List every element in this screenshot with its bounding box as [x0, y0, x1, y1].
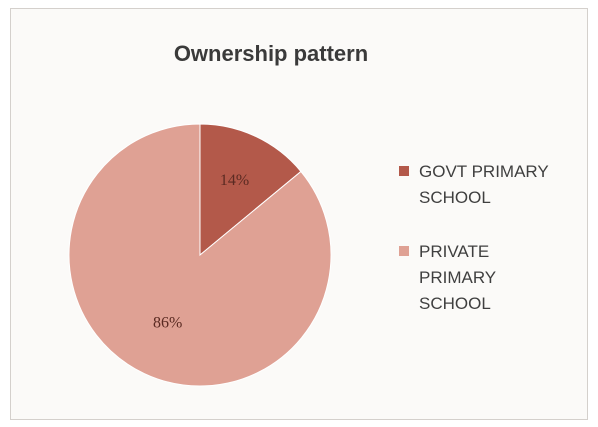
legend-label-private-line-1: PRIVATE [419, 242, 490, 261]
legend-label-private-line-2: PRIMARY [419, 268, 497, 287]
chart-area: Ownership pattern 14% 86% GOVT PRIMARY SC… [10, 8, 588, 420]
legend-swatch-govt [399, 166, 409, 176]
pie-chart: 14% 86% [68, 123, 332, 387]
legend-label-govt-line-2: SCHOOL [419, 188, 491, 207]
pie-slice-govt [199, 123, 302, 257]
legend-label-govt-line-1: GOVT PRIMARY [419, 162, 549, 181]
pie-slice-private [68, 123, 332, 387]
legend: GOVT PRIMARY SCHOOL PRIVATE PRIMARY SCHO… [399, 159, 589, 345]
data-label-private: 86% [153, 314, 182, 331]
legend-label-private-line-3: SCHOOL [419, 294, 491, 313]
legend-swatch-private [399, 246, 409, 256]
legend-item-govt: GOVT PRIMARY SCHOOL [399, 159, 589, 211]
data-label-govt: 14% [220, 172, 249, 189]
chart-title: Ownership pattern [173, 41, 369, 66]
legend-item-private: PRIVATE PRIMARY SCHOOL [399, 239, 589, 317]
